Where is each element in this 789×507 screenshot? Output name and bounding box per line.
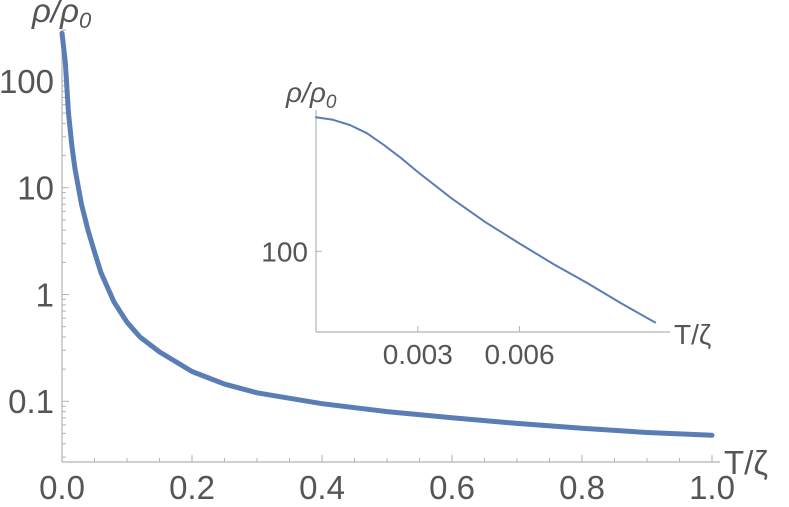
main-x-tick-label: 0.8: [559, 469, 605, 506]
inset-y-axis-label: ρ/ρ0: [285, 77, 337, 113]
main-y-tick-label: 1: [36, 276, 54, 313]
inset-x-axis-label: T/ζ: [674, 319, 711, 350]
main-x-tick-label: 0.2: [169, 469, 215, 506]
main-series-line: [59, 30, 715, 438]
main-y-tick-label: 100: [0, 63, 54, 100]
inset-y-tick-label: 100: [261, 236, 308, 267]
main-x-tick-label: 0.0: [39, 469, 85, 506]
main-x-tick-label: 1.0: [689, 469, 735, 506]
inset-x-tick-label: 0.003: [383, 339, 453, 370]
inset-series-line: [315, 116, 657, 324]
main-x-tick-label: 0.6: [429, 469, 475, 506]
inset-x-tick-label: 0.006: [484, 339, 554, 370]
main-chart: 0.0 0.2 0.4 0.6 0.8 1.0 0.1 1 10 100 ρ/ρ0 T/ζ: [0, 0, 768, 506]
inset-chart: 0.003 0.006 100 ρ/ρ0 T/ζ: [261, 77, 711, 370]
main-y-tick-label: 10: [17, 170, 54, 207]
main-y-tick-label: 0.1: [8, 383, 54, 420]
main-x-tick-label: 0.4: [299, 469, 345, 506]
main-y-axis-label: ρ/ρ0: [31, 0, 92, 33]
main-x-axis-label: T/ζ: [724, 444, 768, 481]
